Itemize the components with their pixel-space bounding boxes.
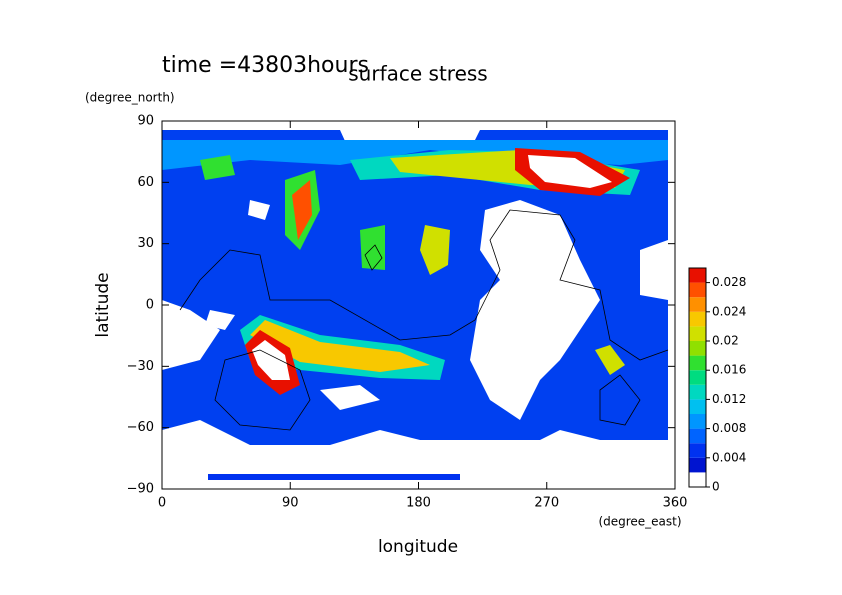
y-tick-label: 90 xyxy=(137,114,154,129)
x-axis-label: longitude xyxy=(378,537,458,557)
x-tick-label: 360 xyxy=(663,496,688,511)
contour-field xyxy=(162,130,669,480)
chart-title: surface stress xyxy=(348,62,487,86)
y-tick-label: −90 xyxy=(127,482,154,497)
subtitle: time =43803hours xyxy=(162,53,369,78)
colorbar-band xyxy=(689,399,706,414)
colorbar-band xyxy=(689,443,706,458)
colorbar-band xyxy=(689,428,706,444)
x-tick-label: 0 xyxy=(158,496,166,511)
y-axis-label: latitude xyxy=(93,272,113,337)
colorbar-label: 0.012 xyxy=(712,392,746,406)
colorbar-label: 0.008 xyxy=(712,421,746,435)
y-tick-label: 0 xyxy=(146,298,154,313)
y-tick-label: −60 xyxy=(127,420,154,435)
colorbar-label: 0.02 xyxy=(712,334,739,348)
x-tick-label: 270 xyxy=(534,496,559,511)
x-units: (degree_east) xyxy=(598,515,681,529)
y-tick-label: −30 xyxy=(127,359,154,374)
colorbar-label: 0.004 xyxy=(712,450,746,464)
y-units: (degree_north) xyxy=(85,91,175,105)
colorbar-label: 0.028 xyxy=(712,275,746,289)
colorbar-band xyxy=(689,370,706,385)
colorbar-label: 0 xyxy=(712,480,720,494)
y-tick-label: 30 xyxy=(137,236,154,251)
colorbar-band xyxy=(689,297,706,312)
colorbar-band xyxy=(689,472,706,487)
y-tick-label: 60 xyxy=(137,175,154,190)
colorbar-band xyxy=(689,311,706,327)
x-tick-label: 90 xyxy=(282,496,299,511)
colorbar-band xyxy=(689,341,706,356)
colorbar-band xyxy=(689,268,706,283)
colorbar-band xyxy=(689,326,706,341)
colorbar-band xyxy=(689,457,706,473)
colorbar-band xyxy=(689,282,706,298)
colorbar-label: 0.024 xyxy=(712,304,746,318)
colorbar-band xyxy=(689,414,706,429)
colorbar-band xyxy=(689,384,706,400)
colorbar-frame xyxy=(688,267,707,488)
x-tick-label: 180 xyxy=(406,496,431,511)
colorbar-label: 0.016 xyxy=(712,363,746,377)
colorbar-band xyxy=(689,355,706,371)
